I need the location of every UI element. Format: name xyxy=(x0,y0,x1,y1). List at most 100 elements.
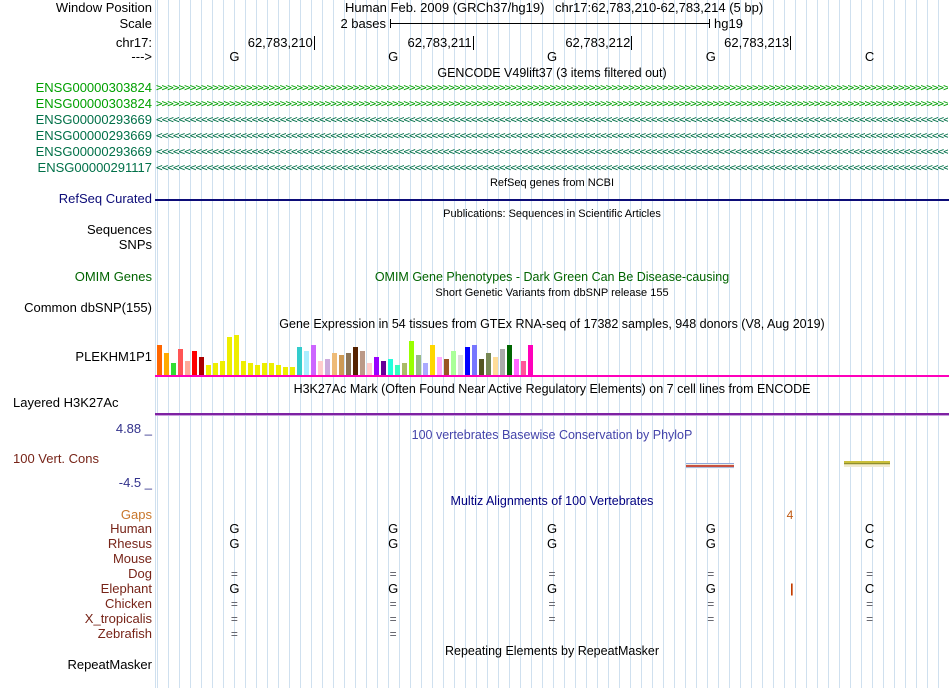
gtex-bar xyxy=(486,353,491,375)
track-title-h3k27ac[interactable]: H3K27Ac Mark (Often Found Near Active Re… xyxy=(293,382,811,396)
species-label[interactable]: Mouse xyxy=(112,551,152,566)
alignment-cell: = xyxy=(230,567,238,581)
gencode-gene-row[interactable]: <<<<<<<<<<<<<<<<<<<<<<<<<<<<<<<<<<<<<<<<… xyxy=(156,146,948,158)
track-label-omim-genes[interactable]: OMIM Genes xyxy=(74,269,152,284)
alignment-cell: = xyxy=(389,612,397,626)
alignment-cell: G xyxy=(705,521,716,536)
chromosome-label: chr17: xyxy=(115,35,152,50)
track-title-phylop[interactable]: 100 vertebrates Basewise Conservation by… xyxy=(411,428,693,442)
gtex-bar xyxy=(318,361,323,375)
gtex-bar xyxy=(521,361,526,375)
track-area: Human Feb. 2009 (GRCh37/hg19) chr17:62,7… xyxy=(155,0,949,688)
gtex-bar xyxy=(500,349,505,375)
scale-bar xyxy=(390,19,710,28)
gtex-bar xyxy=(465,347,470,375)
refseq-curated-item[interactable] xyxy=(155,199,949,201)
track-title-gtex[interactable]: Gene Expression in 54 tissues from GTEx … xyxy=(279,317,825,331)
gtex-bar xyxy=(395,365,400,375)
species-label[interactable]: Chicken xyxy=(105,596,152,611)
gtex-bar xyxy=(164,353,169,375)
track-label-repeatmasker[interactable]: RepeatMasker xyxy=(67,657,152,672)
gtex-bar xyxy=(206,365,211,375)
gtex-bar xyxy=(332,353,337,375)
gtex-bar xyxy=(353,347,358,375)
gap-size-value: 4 xyxy=(786,508,794,522)
gtex-bar xyxy=(367,363,372,375)
track-title-omim[interactable]: OMIM Gene Phenotypes - Dark Green Can Be… xyxy=(374,270,730,284)
track-label-100-vert-cons[interactable]: 100 Vert. Cons xyxy=(13,451,99,466)
track-title-multiz[interactable]: Multiz Alignments of 100 Vertebrates xyxy=(450,494,654,508)
gtex-bar xyxy=(444,359,449,375)
species-label[interactable]: Rhesus xyxy=(107,536,152,551)
alignment-cell: = xyxy=(866,567,874,581)
species-label[interactable]: Dog xyxy=(128,566,152,581)
phylop-wiggle-mark xyxy=(686,463,734,469)
alignment-cell: G xyxy=(229,521,240,536)
scale-bar-line xyxy=(391,23,709,24)
gtex-bar xyxy=(220,361,225,375)
gtex-expression-barchart[interactable] xyxy=(157,335,533,375)
coordinate-label: 62,783,213 xyxy=(689,36,792,50)
alignment-cell: = xyxy=(389,567,397,581)
alignment-cell: = xyxy=(548,567,556,581)
coordinate-label: 62,783,212 xyxy=(530,36,633,50)
gtex-bar xyxy=(514,359,519,375)
track-label-common-dbsnp[interactable]: Common dbSNP(155) xyxy=(24,300,152,315)
gtex-bar xyxy=(304,351,309,375)
gtex-bar xyxy=(409,341,414,375)
gtex-bar xyxy=(157,345,162,375)
assembly-name: Human Feb. 2009 (GRCh37/hg19) xyxy=(345,0,545,15)
gencode-gene-row[interactable]: >>>>>>>>>>>>>>>>>>>>>>>>>>>>>>>>>>>>>>>>… xyxy=(156,98,948,110)
track-label-sequences[interactable]: Sequences xyxy=(86,222,152,237)
conservation-max-value: 4.88 _ xyxy=(115,421,152,436)
alignment-cell: C xyxy=(864,581,875,596)
gtex-bar xyxy=(493,357,498,375)
gtex-bar xyxy=(171,363,176,375)
species-label[interactable]: Zebrafish xyxy=(97,626,152,641)
gtex-bar xyxy=(290,367,295,375)
gencode-gene-label[interactable]: ENSG00000293669 xyxy=(35,128,152,143)
alignment-cell: = xyxy=(707,567,715,581)
gencode-gene-row[interactable]: <<<<<<<<<<<<<<<<<<<<<<<<<<<<<<<<<<<<<<<<… xyxy=(156,130,948,142)
alignment-cell: = xyxy=(230,627,238,641)
alignment-cell: C xyxy=(864,536,875,551)
gencode-gene-row[interactable]: >>>>>>>>>>>>>>>>>>>>>>>>>>>>>>>>>>>>>>>>… xyxy=(156,82,948,94)
gencode-gene-label[interactable]: ENSG00000293669 xyxy=(35,144,152,159)
track-label-gaps[interactable]: Gaps xyxy=(120,507,152,522)
gtex-bar xyxy=(381,361,386,375)
gencode-gene-label[interactable]: ENSG00000303824 xyxy=(35,96,152,111)
h3k27ac-signal-line[interactable] xyxy=(155,413,949,415)
track-title-repeatmasker[interactable]: Repeating Elements by RepeatMasker xyxy=(444,644,659,658)
window-position-value: chr17:62,783,210-62,783,214 (5 bp) xyxy=(555,0,764,15)
gencode-gene-row[interactable]: <<<<<<<<<<<<<<<<<<<<<<<<<<<<<<<<<<<<<<<<… xyxy=(156,162,948,174)
gtex-bar xyxy=(346,353,351,375)
alignment-cell: G xyxy=(546,521,558,536)
gtex-bar xyxy=(423,363,428,375)
track-label-snps[interactable]: SNPs xyxy=(118,237,152,252)
track-label-gtex-gene[interactable]: PLEKHM1P1 xyxy=(75,349,152,364)
species-label[interactable]: X_tropicalis xyxy=(84,611,152,626)
gencode-gene-label[interactable]: ENSG00000291117 xyxy=(37,160,152,175)
alignment-cell: = xyxy=(866,612,874,626)
track-title-gencode[interactable]: GENCODE V49lift37 (3 items filtered out) xyxy=(437,66,667,80)
track-title-publications[interactable]: Publications: Sequences in Scientific Ar… xyxy=(443,208,661,220)
gtex-bar xyxy=(297,347,302,375)
gencode-gene-label[interactable]: ENSG00000303824 xyxy=(35,80,152,95)
gencode-gene-label[interactable]: ENSG00000293669 xyxy=(35,112,152,127)
gencode-gene-row[interactable]: <<<<<<<<<<<<<<<<<<<<<<<<<<<<<<<<<<<<<<<<… xyxy=(156,114,948,126)
gtex-bar xyxy=(283,367,288,375)
gtex-bar xyxy=(339,355,344,375)
species-label[interactable]: Human xyxy=(110,521,152,536)
track-label-layered-h3k27ac[interactable]: Layered H3K27Ac xyxy=(13,395,119,410)
species-label[interactable]: Elephant xyxy=(100,581,152,596)
gtex-bar xyxy=(472,345,477,375)
alignment-cell: = xyxy=(389,597,397,611)
window-position-label: Window Position xyxy=(55,0,152,15)
gtex-bar xyxy=(437,357,442,375)
coordinate-label: 62,783,211 xyxy=(372,36,474,50)
gtex-bar xyxy=(451,351,456,375)
track-title-dbsnp[interactable]: Short Genetic Variants from dbSNP releas… xyxy=(435,287,669,299)
alignment-cell: = xyxy=(548,597,556,611)
track-title-refseq[interactable]: RefSeq genes from NCBI xyxy=(489,177,615,189)
track-label-refseq-curated[interactable]: RefSeq Curated xyxy=(58,191,152,206)
